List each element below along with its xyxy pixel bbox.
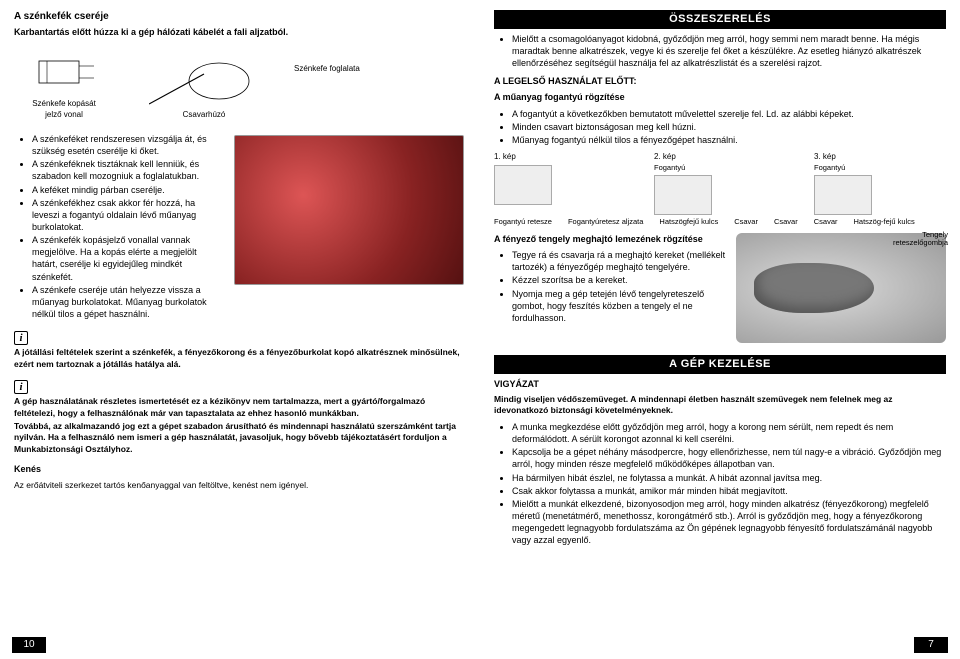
right-page: ÖSSZESZERELÉS Mielőtt a csomagolóanyagot… bbox=[480, 0, 960, 659]
list-item: Kézzel szorítsa be a kereket. bbox=[512, 274, 734, 286]
left-page: A szénkefék cseréje Karbantartás előtt h… bbox=[0, 0, 480, 659]
drive-section: Tengely reteszelőgombja A fényező tengel… bbox=[494, 233, 946, 349]
figure-caption: 2. kép bbox=[654, 152, 676, 161]
figure-part-labels: Fogantyú retesze Fogantyúretesz aljzata … bbox=[494, 217, 946, 227]
list-item: Nyomja meg a gép tetején lévő tengelyret… bbox=[512, 288, 734, 324]
diagram-label-b: Csavarhúzó bbox=[144, 56, 264, 121]
product-photo bbox=[234, 135, 464, 285]
list-item: A szénkeféknek tisztáknak kell lenniük, … bbox=[32, 158, 224, 182]
kenes-title: Kenés bbox=[14, 463, 466, 475]
page-number: 10 bbox=[12, 637, 46, 653]
section-title: A szénkefék cseréje bbox=[14, 10, 466, 24]
vigyazat-text: Mindig viseljen védőszemüveget. A minden… bbox=[494, 394, 946, 417]
part-label: Csavar bbox=[814, 217, 838, 227]
operation-bullets: A munka megkezdése előtt győződjön meg a… bbox=[494, 421, 946, 546]
handle-title: A műanyag fogantyú rögzítése bbox=[494, 91, 946, 103]
figure-label: Fogantyú bbox=[654, 163, 714, 173]
usage-note: Továbbá, az alkalmazandó jog ezt a gépet… bbox=[14, 421, 466, 455]
warranty-note: A jótállási feltételek szerint a szénkef… bbox=[14, 347, 466, 370]
list-item: Ha bármilyen hibát észlel, ne folytassa … bbox=[512, 472, 946, 484]
info-icon: i bbox=[14, 380, 28, 394]
vigyazat-title: VIGYÁZAT bbox=[494, 378, 946, 390]
firstuse-title: A LEGELSŐ HASZNÁLAT ELŐTT: bbox=[494, 75, 946, 87]
list-item: A szénkefékhez csak akkor fér hozzá, ha … bbox=[32, 197, 224, 233]
figure: 3. kép Fogantyú bbox=[814, 152, 874, 215]
list-item: Minden csavart biztonságosan meg kell hú… bbox=[512, 121, 946, 133]
brush-icon bbox=[29, 46, 99, 96]
screwdriver-icon bbox=[149, 56, 259, 106]
part-label: Csavar bbox=[734, 217, 758, 227]
part-label: Csavar bbox=[774, 217, 798, 227]
figure-image bbox=[654, 175, 712, 215]
kenes-text: Az erőátviteli szerkezet tartós kenőanya… bbox=[14, 480, 466, 491]
diagram-text: Csavarhúzó bbox=[144, 110, 264, 121]
section-bar: ÖSSZESZERELÉS bbox=[494, 10, 946, 29]
part-label: Fogantyú retesze bbox=[494, 217, 552, 227]
list-item: Műanyag fogantyú nélkül tilos a fényezőg… bbox=[512, 134, 946, 146]
device-illustration: Tengely reteszelőgombja bbox=[736, 233, 946, 343]
drive-bullets: Tegye rá és csavarja rá a meghajtó kerek… bbox=[494, 249, 734, 324]
figure-label: Fogantyú bbox=[814, 163, 874, 173]
figure-caption: 3. kép bbox=[814, 152, 836, 161]
brush-bullets: A szénkeféket rendszeresen vizsgálja át,… bbox=[14, 133, 224, 321]
list-item: Csak akkor folytassa a munkát, amikor má… bbox=[512, 485, 946, 497]
page-spread: A szénkefék cseréje Karbantartás előtt h… bbox=[0, 0, 960, 659]
figure: 2. kép Fogantyú bbox=[654, 152, 714, 215]
assembly-intro: Mielőtt a csomagolóanyagot kidobná, győz… bbox=[494, 33, 946, 69]
diagram-text: Szénkefe kopását bbox=[14, 99, 114, 110]
section-bar: A GÉP KEZELÉSE bbox=[494, 355, 946, 374]
part-label: Hatszögfejű kulcs bbox=[659, 217, 718, 227]
list-item: A munka megkezdése előtt győződjön meg a… bbox=[512, 421, 946, 445]
part-label: Fogantyúretesz aljzata bbox=[568, 217, 643, 227]
list-item: A fogantyút a következőkben bemutatott m… bbox=[512, 108, 946, 120]
device-label: reteszelőgombja bbox=[893, 239, 948, 247]
figure-row: 1. kép 2. kép Fogantyú 3. kép Fogantyú bbox=[494, 152, 946, 215]
section-warning: Karbantartás előtt húzza ki a gép hálóza… bbox=[14, 26, 466, 38]
usage-note: A gép használatának részletes ismertetés… bbox=[14, 396, 466, 419]
list-item: A szénkeféket rendszeresen vizsgálja át,… bbox=[32, 133, 224, 157]
list-item: A szénkefe cseréje után helyezze vissza … bbox=[32, 284, 224, 320]
page-number: 7 bbox=[914, 637, 948, 653]
diagram-label-c: Szénkefe foglalata bbox=[294, 46, 360, 75]
list-item: Mielőtt a munkát elkezdené, bizonyosodjo… bbox=[512, 498, 946, 547]
figure: 1. kép bbox=[494, 152, 554, 215]
list-item: A keféket mindig párban cserélje. bbox=[32, 184, 224, 196]
diagram-label-a: Szénkefe kopását jelző vonal bbox=[14, 46, 114, 121]
figure-caption: 1. kép bbox=[494, 152, 516, 161]
diagram-text: Szénkefe foglalata bbox=[294, 64, 360, 75]
list-item: A szénkefék kopásjelző vonallal vannak m… bbox=[32, 234, 224, 283]
list-item: Tegye rá és csavarja rá a meghajtó kerek… bbox=[512, 249, 734, 273]
list-item: Kapcsolja be a gépet néhány másodpercre,… bbox=[512, 446, 946, 470]
list-item: Mielőtt a csomagolóanyagot kidobná, győz… bbox=[512, 33, 946, 69]
brush-diagram: Szénkefe kopását jelző vonal Csavarhúzó … bbox=[14, 46, 466, 121]
figure-image bbox=[494, 165, 552, 205]
part-label: Hatszög-fejű kulcs bbox=[854, 217, 915, 227]
info-icon: i bbox=[14, 331, 28, 345]
handle-bullets: A fogantyút a következőkben bemutatott m… bbox=[494, 108, 946, 146]
diagram-text: jelző vonal bbox=[14, 110, 114, 121]
figure-image bbox=[814, 175, 872, 215]
